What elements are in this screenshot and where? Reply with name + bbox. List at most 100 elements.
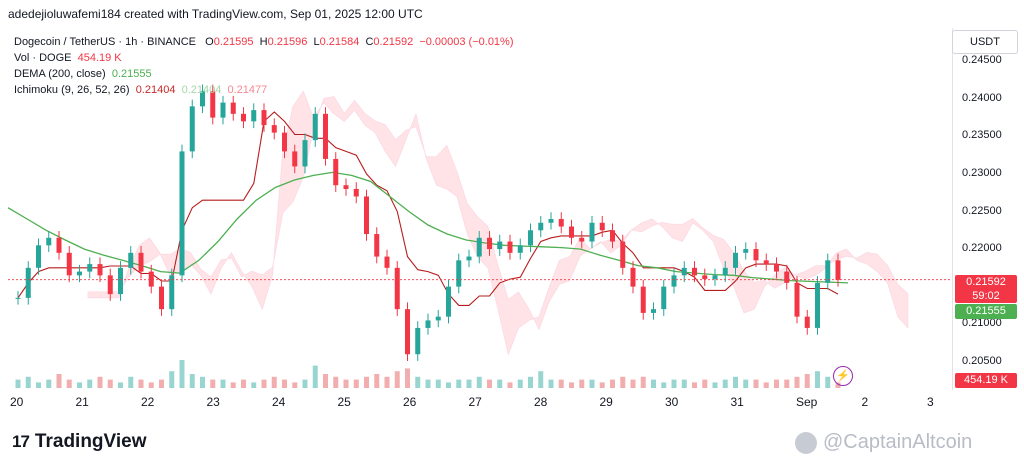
low-value: 0.21584 bbox=[319, 36, 360, 48]
candle-body bbox=[589, 222, 595, 242]
volume-tag: 454.19 K bbox=[955, 373, 1017, 388]
candle-body bbox=[200, 91, 205, 107]
candle-body bbox=[271, 125, 277, 133]
candle-body bbox=[323, 113, 328, 159]
volume-label[interactable]: Vol · DOGE bbox=[14, 52, 72, 64]
volume-bar bbox=[599, 382, 605, 388]
volume-bar bbox=[435, 379, 441, 388]
legend-ohlc: Dogecoin / TetherUS · 1h · BINANCE O0.21… bbox=[14, 34, 514, 50]
volume-bar bbox=[712, 382, 718, 388]
volume-bar bbox=[415, 376, 421, 388]
volume-bar bbox=[241, 379, 246, 388]
volume-bar bbox=[323, 374, 328, 388]
candle-body bbox=[569, 226, 574, 238]
candle-body bbox=[712, 275, 718, 280]
volume-bar bbox=[159, 379, 164, 388]
candle-body bbox=[148, 271, 154, 287]
volume-bar bbox=[661, 382, 667, 388]
price-chart[interactable] bbox=[8, 28, 952, 390]
lightning-icon[interactable]: ⚡ bbox=[833, 366, 853, 386]
tradingview-logo: 17 TradingView bbox=[12, 431, 147, 453]
price-axis[interactable] bbox=[952, 28, 1024, 390]
volume-bar bbox=[815, 371, 820, 388]
volume-bar bbox=[169, 371, 175, 388]
volume-bar bbox=[753, 379, 759, 388]
x-tick-label: 22 bbox=[141, 395, 155, 409]
volume-bar bbox=[558, 379, 564, 388]
volume-bar bbox=[794, 376, 800, 388]
volume-bar bbox=[36, 382, 41, 388]
candle-body bbox=[774, 264, 779, 272]
volume-bar bbox=[374, 374, 380, 388]
volume-bar bbox=[702, 379, 708, 388]
candle-body bbox=[456, 260, 462, 287]
volume-bar bbox=[476, 376, 482, 388]
volume-bar bbox=[589, 379, 595, 388]
volume-bar bbox=[353, 379, 359, 388]
y-tick-label: 0.20500 bbox=[962, 354, 1002, 367]
candle-body bbox=[374, 234, 380, 257]
volume-bar bbox=[497, 379, 503, 388]
candle-body bbox=[46, 237, 52, 246]
y-tick-label: 0.23500 bbox=[962, 129, 1002, 142]
price-tag: 0.21592 59:02 bbox=[955, 275, 1017, 303]
legend-volume: Vol · DOGE 454.19 K bbox=[14, 50, 514, 66]
y-tick-label: 0.23000 bbox=[962, 166, 1002, 179]
candle-body bbox=[230, 102, 236, 114]
candle-body bbox=[220, 102, 226, 118]
candle-body bbox=[87, 264, 93, 272]
volume-bar bbox=[579, 379, 585, 388]
candle-body bbox=[251, 110, 257, 122]
candle-body bbox=[476, 237, 482, 257]
candle-body bbox=[312, 113, 318, 141]
chart-credit: adedejioluwafemi184 created with Trading… bbox=[8, 7, 423, 21]
price-tag-value: 0.21592 bbox=[966, 276, 1006, 288]
candle-body bbox=[651, 309, 656, 313]
candle-body bbox=[507, 241, 513, 253]
candle-body bbox=[25, 267, 31, 298]
volume-bar bbox=[302, 379, 308, 388]
y-tick-label: 0.22000 bbox=[962, 242, 1002, 255]
volume-bar bbox=[384, 376, 390, 388]
x-tick-label: 20 bbox=[10, 395, 24, 409]
ichimoku-label[interactable]: Ichimoku (9, 26, 52, 26) bbox=[14, 84, 130, 96]
candle-body bbox=[405, 309, 410, 355]
volume-bar bbox=[784, 379, 790, 388]
legend-dema: DEMA (200, close) 0.21555 bbox=[14, 66, 514, 82]
candle-body bbox=[128, 252, 134, 268]
ichimoku-cloud bbox=[87, 90, 909, 356]
volume-bar bbox=[210, 379, 216, 388]
candle-body bbox=[77, 271, 82, 276]
volume-bar bbox=[282, 379, 287, 388]
candle-body bbox=[794, 282, 800, 317]
candle-body bbox=[681, 267, 687, 276]
candle-body bbox=[353, 188, 359, 197]
legend-ichimoku: Ichimoku (9, 26, 52, 26) 0.21404 0.21404… bbox=[14, 82, 514, 98]
low-label: L bbox=[313, 36, 320, 48]
watermark-avatar-icon bbox=[795, 431, 817, 454]
volume-bar bbox=[774, 379, 779, 388]
candle-body bbox=[548, 219, 554, 223]
candle-body bbox=[743, 249, 749, 253]
dema-line bbox=[8, 171, 849, 284]
currency-button[interactable]: USDT bbox=[952, 30, 1018, 54]
volume-bar bbox=[66, 379, 72, 388]
volume-bar bbox=[548, 379, 554, 388]
volume-bar bbox=[681, 379, 687, 388]
volume-bar bbox=[394, 371, 400, 388]
symbol-label[interactable]: Dogecoin / TetherUS · 1h · BINANCE bbox=[14, 36, 196, 48]
candle-body bbox=[620, 241, 626, 268]
tradingview-mark-icon: 17 bbox=[12, 432, 30, 451]
candle-body bbox=[763, 260, 769, 265]
volume-bar bbox=[107, 379, 113, 388]
dema-label[interactable]: DEMA (200, close) bbox=[14, 68, 106, 80]
candle-body bbox=[169, 275, 175, 310]
volume-bar bbox=[271, 376, 277, 388]
volume-value: 454.19 K bbox=[77, 52, 122, 64]
volume-bar bbox=[251, 382, 257, 388]
candle-body bbox=[804, 316, 810, 328]
candle-body bbox=[56, 237, 62, 253]
candle-body bbox=[97, 264, 103, 276]
ichimoku-value-3: 0.21477 bbox=[227, 84, 268, 96]
volume-bar bbox=[722, 379, 728, 388]
